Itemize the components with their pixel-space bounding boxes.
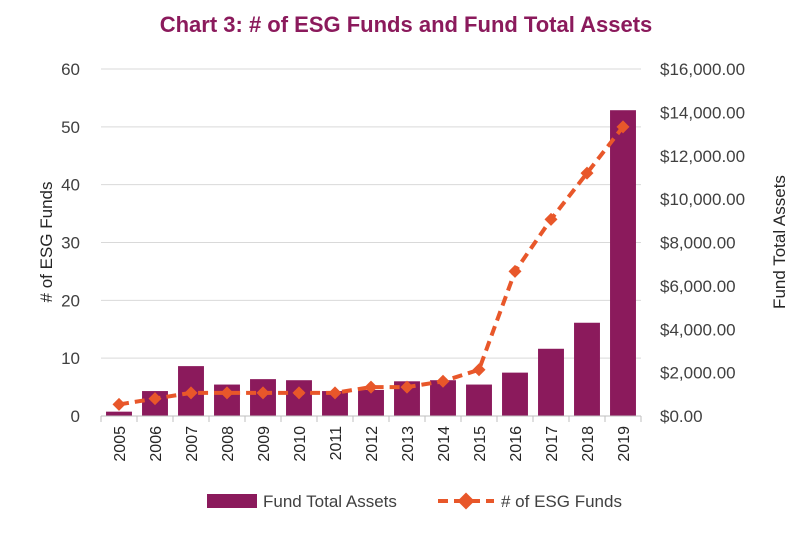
marker-esg-funds-2019 xyxy=(616,120,630,134)
x-tick-label: 2011 xyxy=(328,426,345,461)
line-esg-funds xyxy=(118,125,625,407)
y-axis-right-title: Fund Total Assets xyxy=(770,175,789,309)
y-tick-right: $0.00 xyxy=(660,407,703,426)
bar-fund-total-assets-2017 xyxy=(538,348,564,416)
marker-esg-funds-2017 xyxy=(544,212,558,226)
legend-swatch-fund-total-assets xyxy=(207,494,257,508)
y-tick-left: 40 xyxy=(61,176,80,195)
marker-esg-funds-2008 xyxy=(220,386,234,400)
x-tick-label: 2009 xyxy=(256,426,273,462)
bar-fund-total-assets-2018 xyxy=(574,322,600,416)
marker-esg-funds-2007 xyxy=(184,386,198,400)
y-tick-right: $16,000.00 xyxy=(660,60,745,79)
x-tick-label: 2007 xyxy=(184,426,201,462)
y-tick-left: 60 xyxy=(61,60,80,79)
marker-esg-funds-2006 xyxy=(148,392,162,406)
marker-esg-funds-2014 xyxy=(436,374,450,388)
x-tick-label: 2019 xyxy=(616,426,633,462)
y-axis-left-title: # of ESG Funds xyxy=(37,182,56,303)
x-tick-label: 2014 xyxy=(436,426,453,462)
x-tick-label: 2016 xyxy=(508,426,525,462)
bar-fund-total-assets-2012 xyxy=(358,389,384,416)
marker-esg-funds-2011 xyxy=(328,386,342,400)
marker-esg-funds-2015 xyxy=(472,363,486,377)
y-tick-left: 10 xyxy=(61,349,80,368)
legend: Fund Total Assets # of ESG Funds xyxy=(207,492,622,511)
y-tick-right: $6,000.00 xyxy=(660,277,736,296)
x-tick-label: 2005 xyxy=(112,426,129,462)
marker-esg-funds-2012 xyxy=(364,380,378,394)
marker-esg-funds-2016 xyxy=(508,264,522,278)
marker-esg-funds-2013 xyxy=(400,380,414,394)
x-tick-label: 2013 xyxy=(400,426,417,462)
x-tick-label: 2015 xyxy=(472,426,489,462)
y-tick-left: 0 xyxy=(71,407,80,426)
legend-label-esg-funds: # of ESG Funds xyxy=(501,492,622,511)
y-tick-right: $12,000.00 xyxy=(660,147,745,166)
legend-swatch-esg-funds-marker xyxy=(457,492,475,510)
bar-fund-total-assets-2005 xyxy=(106,411,132,416)
marker-esg-funds-2009 xyxy=(256,386,270,400)
x-tick-label: 2010 xyxy=(292,426,309,462)
marker-esg-funds-2010 xyxy=(292,386,306,400)
bar-fund-total-assets-2016 xyxy=(502,372,528,416)
y-tick-right: $4,000.00 xyxy=(660,320,736,339)
marker-esg-funds-2018 xyxy=(580,166,594,180)
legend-label-fund-total-assets: Fund Total Assets xyxy=(263,492,397,511)
y-tick-left: 30 xyxy=(61,234,80,253)
marker-esg-funds-2005 xyxy=(112,397,126,411)
x-tick-label: 2006 xyxy=(148,426,165,462)
x-tick-label: 2018 xyxy=(580,426,597,462)
y-tick-left: 20 xyxy=(61,291,80,310)
y-tick-right: $14,000.00 xyxy=(660,103,745,122)
y-tick-right: $2,000.00 xyxy=(660,364,736,383)
x-tick-label: 2008 xyxy=(220,426,237,462)
x-tick-label: 2012 xyxy=(364,426,381,462)
y-tick-right: $8,000.00 xyxy=(660,234,736,253)
y-tick-left: 50 xyxy=(61,118,80,137)
y-tick-right: $10,000.00 xyxy=(660,190,745,209)
bar-fund-total-assets-2015 xyxy=(466,384,492,416)
bar-fund-total-assets-2019 xyxy=(610,110,636,417)
chart-title: Chart 3: # of ESG Funds and Fund Total A… xyxy=(159,12,653,37)
x-tick-label: 2017 xyxy=(544,426,561,462)
